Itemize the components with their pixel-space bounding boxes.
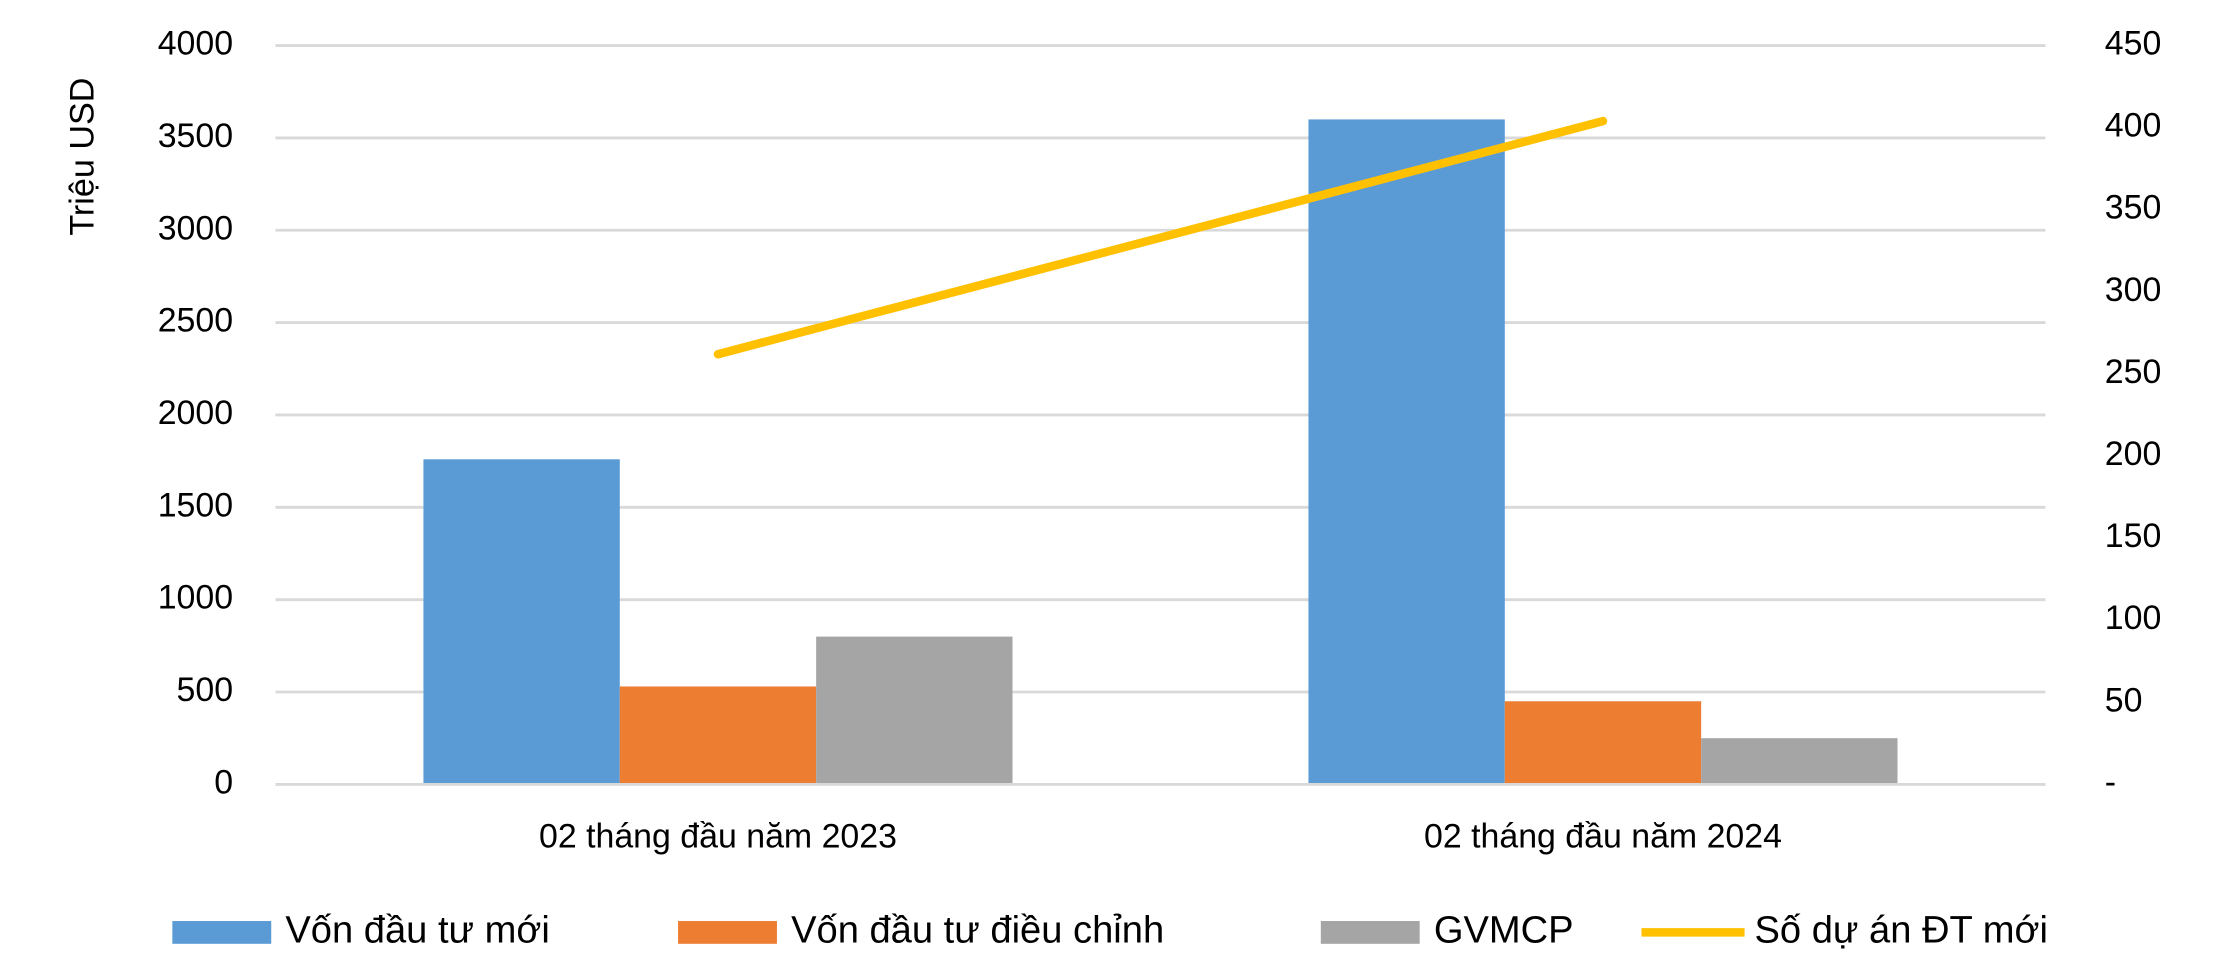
y-tick-label: 3000 [158,209,233,247]
y2-tick-label: 200 [2105,435,2162,473]
line-series [713,116,1608,359]
y-axis-label: Triệu USD [64,78,102,236]
y2-tick-label: 350 [2105,189,2162,227]
y2-tick-label: - [2105,763,2116,801]
legend-swatch [1320,921,1420,944]
y-tick-label: 2500 [158,302,233,340]
x-tick-label: 02 tháng đầu năm 2023 [539,817,897,855]
legend-swatch [172,921,272,944]
y-tick-label: 0 [214,763,233,801]
y2-tick-label: 450 [2105,24,2162,62]
y2-tick-label: 100 [2105,599,2162,637]
y-tick-label: 1000 [158,579,233,617]
legend-label: GVMCP [1434,908,1574,951]
y-tick-label: 3500 [158,117,233,155]
y2-tick-label: 300 [2105,271,2162,309]
bar [423,459,620,785]
bar [1308,119,1505,785]
y2-tick-label: 50 [2105,681,2143,719]
legend-label: Số dự án ĐT mới [1754,908,2047,951]
y2-tick-label: 150 [2105,517,2162,555]
y2-tick-label: 250 [2105,353,2162,391]
legend-label: Vốn đầu tư điều chỉnh [791,908,1164,951]
legend-label: Vốn đầu tư mới [285,908,550,951]
bar [1504,701,1702,785]
y-tick-label: 500 [177,671,234,709]
y-tick-label: 2000 [158,394,233,432]
y2-tick-label: 400 [2105,107,2162,145]
legend-swatch [678,921,777,944]
bar [1701,738,1898,785]
y-tick-label: 1500 [158,486,233,524]
x-tick-label: 02 tháng đầu năm 2024 [1424,817,1782,855]
bar [816,636,1013,785]
bar [619,686,817,785]
y-tick-label: 4000 [158,24,233,62]
